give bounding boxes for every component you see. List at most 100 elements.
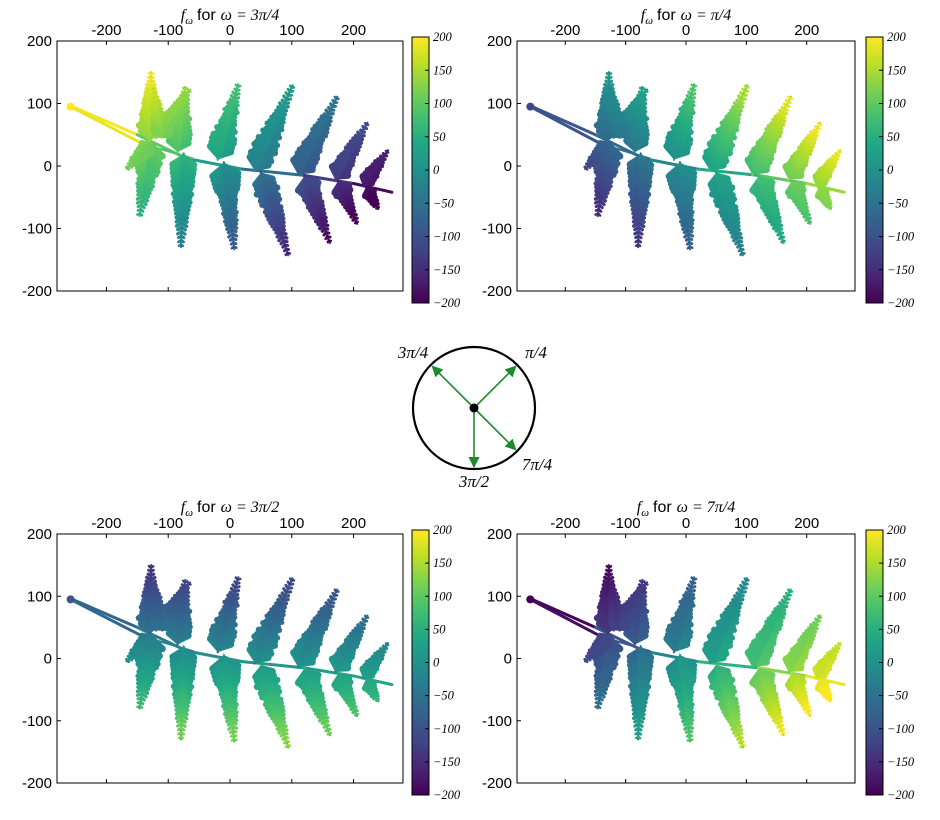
fern-segment — [590, 159, 595, 168]
fern-segment — [142, 186, 152, 196]
fern-segment — [137, 620, 154, 633]
fern-segment — [706, 147, 719, 163]
fern-segment — [528, 105, 603, 146]
fern-segment — [831, 154, 837, 161]
fern-segment — [681, 104, 689, 114]
x-tick-label: 0 — [682, 515, 690, 532]
y-tick-label: -100 — [22, 713, 52, 730]
fern-segment — [288, 84, 293, 90]
fern-segment — [180, 651, 197, 666]
fern-segment — [319, 710, 328, 716]
fern-segment — [363, 121, 368, 127]
x-tick-label: 100 — [734, 515, 759, 532]
y-tick-label: 200 — [487, 33, 512, 50]
fern-segment — [336, 181, 353, 190]
fern-segment — [260, 620, 272, 635]
fern-segment — [800, 204, 809, 210]
fern-segment — [601, 670, 613, 681]
colorbar-tick-label: 150 — [433, 63, 453, 77]
fern-segment — [756, 669, 776, 679]
x-tick-label: -200 — [91, 515, 121, 532]
fern-segment — [820, 657, 828, 668]
fern-segment — [636, 238, 643, 244]
fern-segment — [175, 591, 182, 600]
fern-segment — [711, 134, 724, 151]
fern-segment — [208, 627, 225, 644]
origin-dot — [469, 403, 479, 413]
fern-segment — [731, 105, 738, 114]
fern-segment — [689, 87, 694, 93]
fern-segment — [739, 739, 745, 744]
fern-segment — [600, 678, 610, 688]
fern-segment — [269, 114, 278, 126]
fern-segment — [179, 708, 189, 717]
fern-segment — [637, 158, 654, 173]
fern-segment — [663, 142, 679, 160]
fern-segment — [825, 651, 832, 661]
fern-segment — [637, 646, 655, 661]
fern-segment — [773, 218, 782, 224]
colorbar: 200 150 100 50 0 −50 −100 −150 −200 — [411, 523, 461, 802]
fern-segment — [139, 207, 145, 213]
fern-segment — [709, 630, 722, 647]
fern-segment — [222, 604, 231, 615]
fern-segment — [753, 144, 765, 159]
fern-segment — [677, 655, 698, 669]
fern-segment — [150, 96, 157, 102]
fern-segment — [364, 659, 373, 672]
fern-segment — [729, 218, 741, 225]
fern-segment — [326, 235, 332, 239]
fern-segment — [129, 655, 134, 662]
fern-segment — [722, 610, 732, 623]
fern-segment — [792, 152, 802, 165]
fern-segment — [721, 685, 738, 695]
fern-segment — [150, 127, 165, 137]
fern-leaf — [66, 71, 394, 257]
fern-segment — [180, 673, 194, 685]
fern-segment — [758, 137, 769, 151]
fern-segment — [766, 123, 776, 136]
fern-segment — [596, 119, 611, 132]
fern-segment — [769, 613, 777, 625]
colorbar-tick-label: 0 — [887, 163, 894, 177]
fern-segment — [797, 689, 808, 696]
fern-segment — [778, 601, 784, 609]
fern-segment — [735, 727, 744, 732]
fern-segment — [814, 617, 819, 623]
fern-segment — [232, 733, 238, 738]
fern-segment — [179, 704, 190, 713]
fern-segment — [715, 620, 727, 635]
fern-segment — [771, 117, 779, 128]
fern-segment — [608, 119, 621, 129]
fern-segment — [224, 677, 239, 688]
fern-segment — [608, 108, 618, 115]
fern-segment — [605, 75, 611, 81]
colorbar-tick-label: −150 — [887, 263, 915, 277]
fern-segment — [599, 190, 608, 199]
fern-segment — [637, 669, 652, 682]
fern-segment — [670, 622, 683, 635]
fern-segment — [167, 107, 175, 118]
fern-segment — [804, 136, 811, 146]
fern-segment — [143, 90, 153, 98]
title-math: ω = π/4 — [681, 7, 732, 24]
fern-segment — [268, 694, 284, 702]
fern-segment — [758, 673, 775, 682]
fern-segment — [603, 82, 611, 89]
fern-segment — [605, 72, 611, 76]
fern-segment — [304, 630, 315, 644]
fern-segment — [726, 112, 735, 122]
fern-segment — [384, 149, 388, 154]
fern-segment — [351, 136, 358, 146]
fern-segment — [180, 655, 197, 670]
fern-segment — [144, 144, 152, 158]
fern-segment — [622, 109, 630, 121]
fern-segment — [221, 167, 242, 181]
fern-segment — [312, 123, 322, 136]
fern-segment — [762, 624, 772, 636]
fern-segment — [281, 239, 289, 244]
fern-segment — [180, 176, 195, 189]
fern-segment — [319, 218, 328, 224]
fern-segment — [736, 731, 744, 736]
fern-segment — [70, 597, 139, 629]
